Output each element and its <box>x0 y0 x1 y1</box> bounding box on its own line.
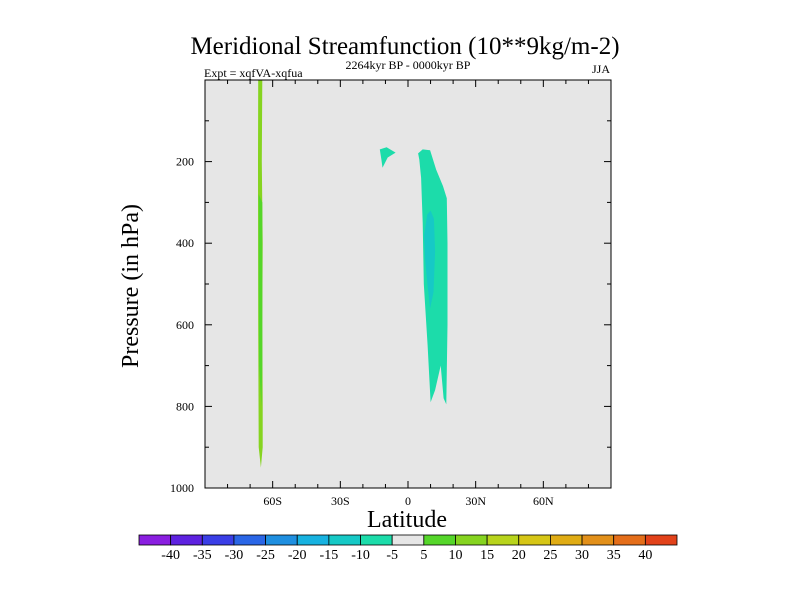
colorbar-box <box>391 534 425 546</box>
y-tick-label: 200 <box>176 155 194 169</box>
colorbar-label: 30 <box>575 548 589 563</box>
x-tick-label: 60S <box>263 494 282 508</box>
y-tick-label: 400 <box>176 236 194 250</box>
colorbar-label: 20 <box>512 548 526 563</box>
colorbar-label: -25 <box>256 548 275 563</box>
contour-region-neg10-contour-tropics <box>424 210 436 309</box>
colorbar-label: -20 <box>288 548 307 563</box>
x-axis-title: Latitude <box>367 507 447 533</box>
colorbar-box <box>455 534 488 546</box>
colorbar-box <box>233 534 266 546</box>
contour-region-10-contour-60S <box>258 194 263 407</box>
colorbar-label: -5 <box>386 548 398 563</box>
left-string: Expt = xqfVA-xqfua <box>204 66 303 80</box>
colorbar-label: -15 <box>320 548 339 563</box>
colorbar-box <box>265 534 298 546</box>
colorbar-label: 10 <box>448 548 462 563</box>
colorbar-box <box>360 534 393 546</box>
contour-region-neg5-contour-10S <box>379 147 396 168</box>
plot-area <box>205 80 611 488</box>
colorbar-label: -40 <box>161 548 180 563</box>
colorbar-box <box>296 534 330 546</box>
colorbar-label: -10 <box>351 548 370 563</box>
colorbar-box <box>170 534 203 546</box>
colorbar-box <box>423 534 456 546</box>
colorbar-label: 25 <box>543 548 557 563</box>
y-tick-label: 600 <box>176 318 194 332</box>
colorbar-label: 5 <box>420 548 427 563</box>
colorbar-box <box>550 534 583 546</box>
x-tick-label: 0 <box>405 494 411 508</box>
colorbar-box <box>518 534 551 546</box>
chart-title: Meridional Streamfunction (10**9kg/m-2) <box>190 33 619 60</box>
colorbar-box <box>486 534 520 546</box>
x-tick-label: 60N <box>533 494 554 508</box>
x-tick-label: 30N <box>465 494 486 508</box>
colorbar-box <box>644 534 678 546</box>
contour-regions <box>258 80 448 468</box>
colorbar-label: 15 <box>480 548 494 563</box>
colorbar-label: 40 <box>638 548 652 563</box>
y-tick-label: 800 <box>176 399 194 413</box>
colorbar-label: -35 <box>193 548 212 563</box>
colorbar-label: -30 <box>225 548 244 563</box>
center-string: 2264kyr BP - 0000kyr BP <box>346 58 471 72</box>
colorbar-box <box>328 534 361 546</box>
colorbar-box <box>201 534 235 546</box>
colorbar-label: 35 <box>607 548 621 563</box>
y-tick-label: 1000 <box>170 481 194 495</box>
colorbar-box <box>613 534 646 546</box>
colorbar-box <box>138 534 172 546</box>
colorbar-box <box>581 534 615 546</box>
colorbar: -40 -35 -30 -25 -20 -15 -10 -5 5 10 15 20 25 30 35 40 <box>138 534 678 563</box>
y-axis-title: Pressure (in hPa) <box>118 204 144 368</box>
x-tick-label: 30S <box>331 494 350 508</box>
axis-ticks: 60S 30S 0 30N 60N 200 400 600 800 1000 <box>170 80 611 508</box>
right-string: JJA <box>592 62 610 76</box>
